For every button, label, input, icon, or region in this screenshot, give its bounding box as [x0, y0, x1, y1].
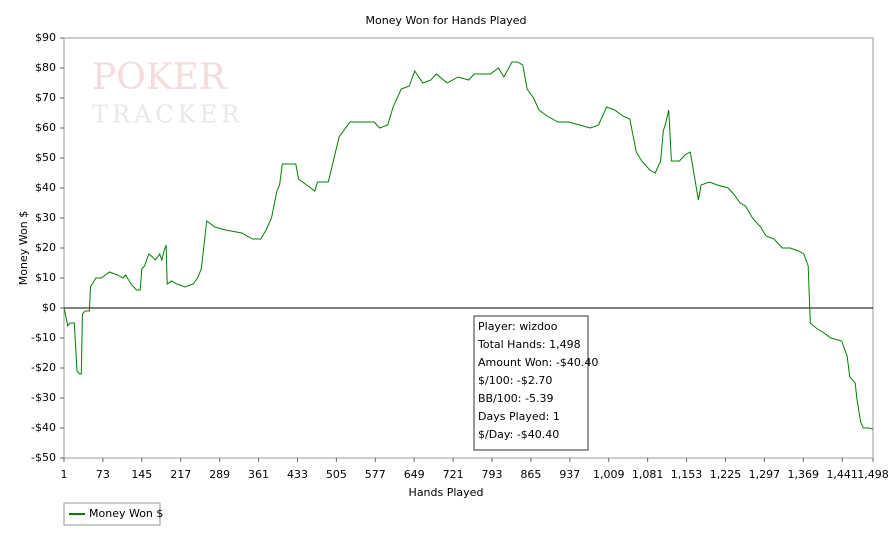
x-tick-label: 361: [248, 468, 269, 481]
y-tick-label: $80: [35, 61, 56, 74]
x-tick-label: 433: [287, 468, 308, 481]
y-tick-label: $70: [35, 91, 56, 104]
y-tick-label: $30: [35, 211, 56, 224]
y-tick-label: $0: [42, 301, 56, 314]
info-box: [473, 315, 589, 451]
x-tick-label: 1,081: [632, 468, 664, 481]
info-text: Player: wizdoo: [478, 320, 558, 333]
y-tick-label: -$50: [31, 451, 56, 464]
x-tick-label: 217: [170, 468, 191, 481]
y-tick-label: $10: [35, 271, 56, 284]
y-axis-label: Money Won $: [17, 211, 30, 285]
x-tick-label: 1: [61, 468, 68, 481]
x-tick-label: 649: [404, 468, 425, 481]
info-text: Days Played: 1: [478, 410, 560, 423]
y-tick-label: -$20: [31, 361, 56, 374]
legend-label: Money Won $: [89, 507, 163, 520]
x-tick-label: 1,009: [593, 468, 625, 481]
y-tick-label: -$10: [31, 331, 56, 344]
x-tick-label: 721: [443, 468, 464, 481]
x-tick-label: 505: [326, 468, 347, 481]
chart-title: Money Won for Hands Played: [366, 14, 527, 27]
x-tick-label: 1,498: [857, 468, 889, 481]
series-line: [63, 61, 874, 430]
x-tick-label: 73: [96, 468, 110, 481]
x-tick-label: 289: [209, 468, 230, 481]
info-text: BB/100: -5.39: [478, 392, 553, 405]
x-tick-label: 1,225: [710, 468, 742, 481]
x-tick-label: 1,153: [671, 468, 703, 481]
x-tick-label: 1,441: [826, 468, 858, 481]
y-tick-label: $60: [35, 121, 56, 134]
watermark: TRACKER: [92, 101, 243, 129]
y-tick-label: $40: [35, 181, 56, 194]
x-tick-label: 793: [482, 468, 503, 481]
legend-box: [63, 502, 161, 526]
x-tick-label: 1,369: [788, 468, 820, 481]
y-tick-label: -$30: [31, 391, 56, 404]
y-tick-label: -$40: [31, 421, 56, 434]
y-tick-label: $20: [35, 241, 56, 254]
info-text: $/100: -$2.70: [478, 374, 552, 387]
x-tick-label: 865: [520, 468, 541, 481]
info-text: Total Hands: 1,498: [477, 338, 581, 351]
x-axis-label: Hands Played: [409, 486, 484, 499]
x-tick-label: 937: [559, 468, 580, 481]
watermark: POKER: [92, 57, 227, 98]
info-text: Amount Won: -$40.40: [478, 356, 598, 369]
x-tick-label: 145: [131, 468, 152, 481]
info-text: $/Day: -$40.40: [478, 428, 559, 441]
x-tick-label: 577: [365, 468, 386, 481]
y-tick-label: $50: [35, 151, 56, 164]
y-tick-label: $90: [35, 31, 56, 44]
x-tick-label: 1,297: [749, 468, 781, 481]
